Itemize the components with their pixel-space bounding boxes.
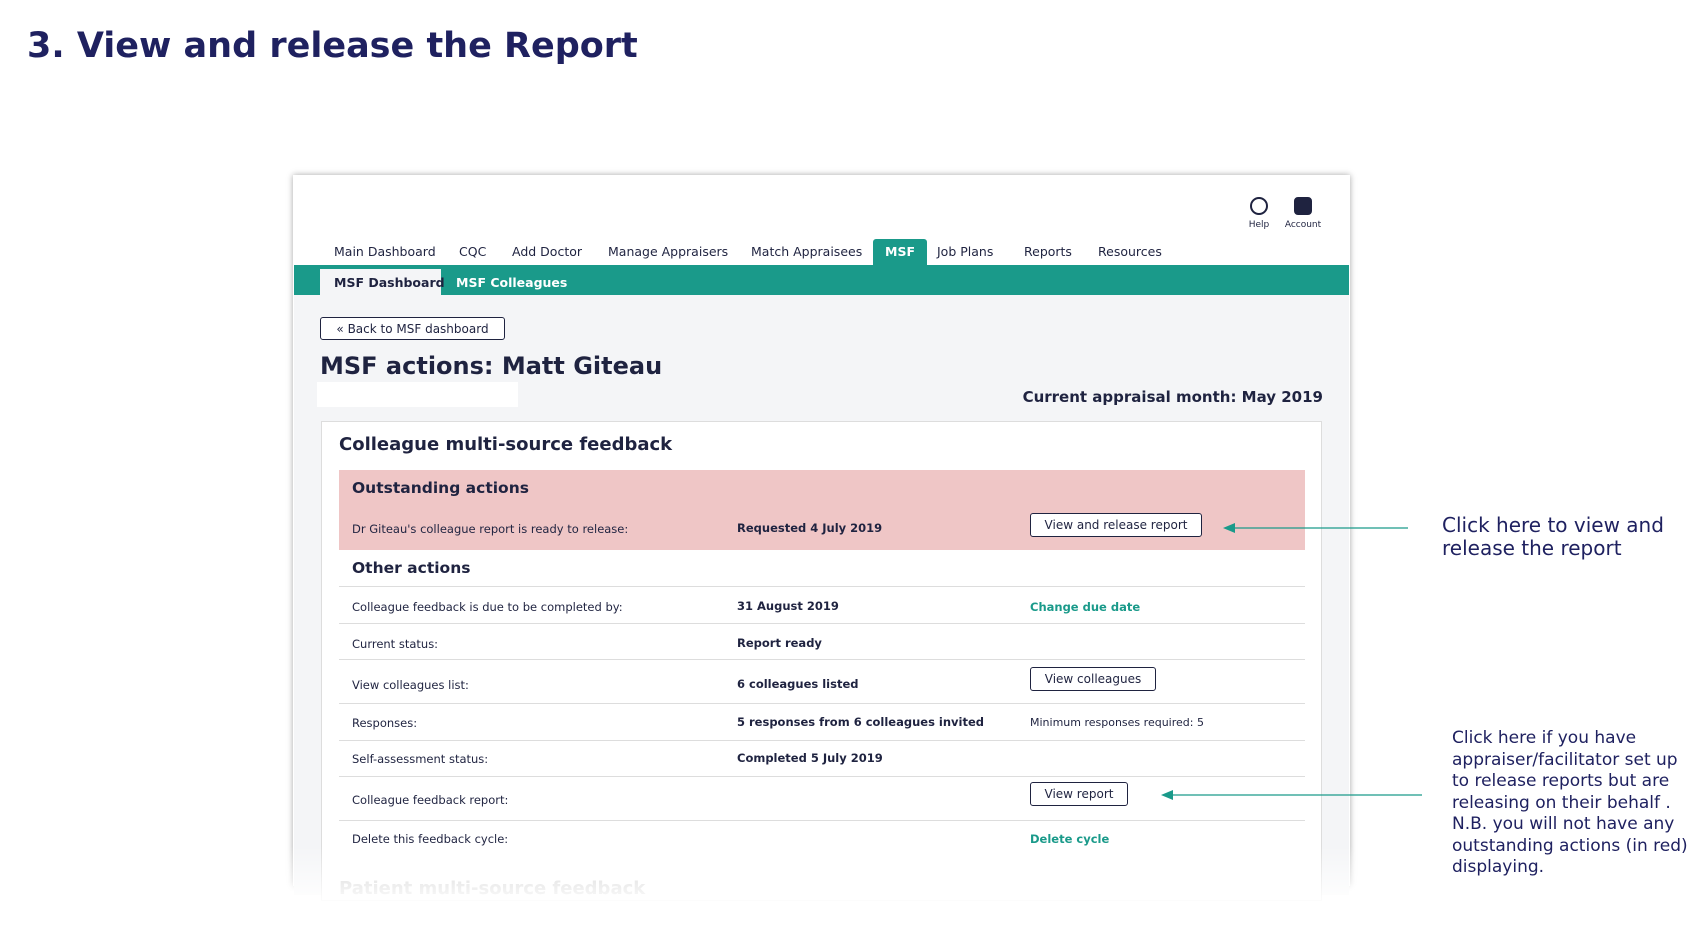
card-title: Colleague multi-source feedback xyxy=(339,434,673,455)
subnav-bar xyxy=(294,265,1349,295)
action-button[interactable]: View report xyxy=(1030,782,1128,806)
action-link[interactable]: Change due date xyxy=(1030,600,1141,614)
icon xyxy=(1250,197,1268,215)
separator xyxy=(339,659,1305,660)
nav-tab[interactable]: Resources xyxy=(1098,244,1162,259)
back-button[interactable]: « Back to MSF dashboard xyxy=(320,317,505,340)
subtab[interactable]: MSF Dashboard xyxy=(334,275,445,290)
row-value: Report ready xyxy=(737,636,822,650)
icon xyxy=(1294,197,1312,215)
active-subtab xyxy=(320,269,441,295)
outstanding-title: Outstanding actions xyxy=(352,479,529,497)
row-value: Completed 5 July 2019 xyxy=(737,751,883,765)
nav-tab[interactable]: Reports xyxy=(1024,244,1072,259)
row-label: Self-assessment status: xyxy=(352,752,489,766)
nav-tab[interactable]: Manage Appraisers xyxy=(608,244,729,259)
other-title: Other actions xyxy=(352,559,471,577)
row-label: Dr Giteau's colleague report is ready to… xyxy=(352,522,629,536)
icon-label[interactable]: Help xyxy=(1248,220,1270,230)
page-heading: MSF actions: Matt Giteau xyxy=(320,352,663,380)
separator xyxy=(339,586,1305,587)
release-button[interactable]: View and release report xyxy=(1030,513,1202,537)
blank xyxy=(317,382,518,407)
nav-tab[interactable]: Add Doctor xyxy=(512,244,583,259)
separator xyxy=(339,623,1305,624)
action-button[interactable]: View colleagues xyxy=(1030,667,1156,691)
subtab[interactable]: MSF Colleagues xyxy=(456,275,568,290)
appraisal-month: Current appraisal month: May 2019 xyxy=(1022,388,1323,406)
action-link[interactable]: Delete cycle xyxy=(1030,832,1110,846)
nav-tab[interactable]: CQC xyxy=(459,244,487,259)
icon-label[interactable]: Account xyxy=(1284,220,1322,230)
separator xyxy=(339,776,1305,777)
row-label: Colleague feedback report: xyxy=(352,793,509,807)
nav-tab[interactable]: Job Plans xyxy=(937,244,994,259)
row-label: Responses: xyxy=(352,716,418,730)
separator xyxy=(339,703,1305,704)
slide-title: 3. View and release the Report xyxy=(27,26,638,66)
row-label: Colleague feedback is due to be complete… xyxy=(352,600,623,614)
separator xyxy=(339,820,1305,821)
row-value: Requested 4 July 2019 xyxy=(737,521,883,535)
row-label: Current status: xyxy=(352,637,439,651)
row-value: 6 colleagues listed xyxy=(737,677,859,691)
row-label: View colleagues list: xyxy=(352,678,469,692)
row-label: Delete this feedback cycle: xyxy=(352,832,509,846)
annotation: Click here if you have appraiser/facilit… xyxy=(1452,728,1688,877)
row-value: 31 August 2019 xyxy=(737,599,839,613)
nav-tab[interactable]: Match Appraisees xyxy=(751,244,863,259)
nav-tab[interactable]: MSF xyxy=(885,244,915,259)
active-tab xyxy=(873,239,927,265)
separator xyxy=(339,740,1305,741)
row-note: Minimum responses required: 5 xyxy=(1030,716,1204,729)
annotation: Click here to view and release the repor… xyxy=(1442,513,1664,560)
nav-tab[interactable]: Main Dashboard xyxy=(334,244,436,259)
fade xyxy=(280,846,1360,906)
row-value: 5 responses from 6 colleagues invited xyxy=(737,715,985,729)
